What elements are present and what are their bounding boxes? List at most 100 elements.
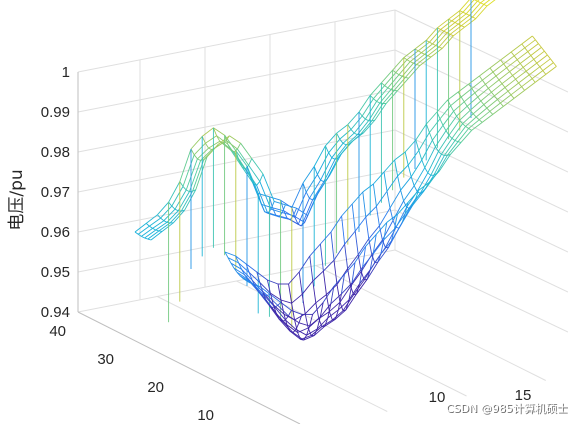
- mesh-edge: [315, 190, 320, 198]
- mesh-edge: [235, 255, 247, 265]
- mesh-edge: [553, 62, 557, 67]
- mesh-edge: [360, 271, 365, 281]
- mesh-edge: [407, 190, 419, 203]
- mesh-edge: [280, 302, 292, 311]
- mesh-edge: [451, 11, 464, 22]
- mesh-edge: [369, 82, 382, 96]
- mesh-edge: [319, 303, 332, 318]
- mesh-edge: [416, 191, 421, 194]
- mesh-edge: [354, 231, 359, 255]
- z-tick-label: 0.98: [41, 144, 70, 161]
- mesh-edge: [489, 110, 494, 115]
- mesh-edge: [152, 227, 157, 231]
- mesh-edge: [329, 153, 342, 175]
- mesh-edge: [403, 185, 415, 202]
- mesh-edge: [437, 27, 441, 30]
- mesh-edge: [485, 75, 497, 85]
- gridline-z-right: [394, 89, 568, 173]
- mesh-edge: [432, 125, 444, 141]
- mesh-edge: [401, 213, 406, 224]
- mesh-edge: [510, 43, 523, 53]
- mesh-edge: [404, 151, 409, 166]
- mesh-edge: [377, 253, 382, 263]
- mesh-edge: [149, 225, 153, 229]
- mesh-edge: [509, 71, 513, 76]
- mesh-edge: [248, 165, 261, 182]
- mesh-edge: [179, 148, 192, 182]
- mesh-edge: [245, 263, 250, 273]
- gridline-z-right: [394, 169, 568, 253]
- x-tick-label: 10: [429, 389, 446, 406]
- mesh-edge: [342, 132, 355, 144]
- mesh-edge: [473, 0, 478, 2]
- mesh-edge: [147, 230, 160, 240]
- mesh-edge: [429, 118, 441, 133]
- mesh-edge: [503, 98, 515, 107]
- mesh-edge: [450, 142, 462, 155]
- mesh-edge: [471, 79, 483, 89]
- mesh-edge: [533, 59, 538, 64]
- mesh-edge: [395, 59, 408, 73]
- mesh-edge: [372, 239, 385, 255]
- mesh-edge: [424, 146, 436, 168]
- mesh-edge: [157, 201, 169, 216]
- mesh-edge: [237, 148, 249, 166]
- watermark: CSDN @985计算机硕士: [446, 401, 568, 415]
- mesh-edge: [536, 54, 548, 64]
- mesh-edge: [500, 51, 512, 61]
- mesh-edge: [281, 204, 286, 213]
- mesh-edge: [286, 324, 291, 332]
- mesh-edge: [208, 147, 213, 151]
- mesh-edge: [456, 105, 468, 117]
- mesh-edge: [262, 291, 274, 306]
- mesh-edge: [161, 222, 174, 232]
- mesh-edge: [429, 29, 441, 43]
- mesh-edge: [230, 149, 235, 153]
- mesh-edge: [330, 215, 342, 233]
- mesh-edge: [550, 58, 554, 63]
- mesh-edge: [291, 303, 296, 321]
- y-tick-label: 40: [49, 323, 66, 340]
- mesh-edge: [274, 200, 286, 206]
- mesh-edge: [472, 104, 485, 115]
- mesh-edge: [420, 191, 424, 194]
- mesh-edge: [297, 223, 302, 227]
- mesh-edge: [225, 140, 238, 150]
- mesh-edge: [524, 82, 536, 91]
- mesh-edge: [453, 26, 465, 37]
- mesh-edge: [441, 138, 453, 155]
- gridline-z-right: [394, 49, 568, 133]
- mesh-edge: [447, 91, 459, 101]
- mesh-edge: [469, 100, 482, 111]
- mesh-edge: [201, 127, 214, 137]
- mesh-edge: [333, 274, 345, 287]
- mesh-edge: [283, 210, 288, 219]
- axes-grid: [77, 9, 568, 424]
- mesh-edge: [261, 203, 273, 209]
- mesh-edge: [397, 202, 409, 215]
- mesh-edge: [240, 142, 253, 159]
- mesh-edge: [350, 271, 362, 287]
- watermark-shadow: CSDN @985计算机硕士: [447, 402, 568, 416]
- mesh-edge: [500, 102, 504, 107]
- mesh-edge: [216, 135, 221, 142]
- mesh-edge: [451, 20, 456, 23]
- mesh-edge: [297, 327, 309, 333]
- mesh-edge: [312, 270, 324, 282]
- mesh-edge: [521, 35, 533, 45]
- mesh-edge: [351, 262, 356, 284]
- mesh-edge: [408, 65, 421, 79]
- mesh-edge: [348, 282, 353, 300]
- mesh-edge: [291, 182, 304, 208]
- mesh-edge: [459, 10, 464, 13]
- x-axis-ticks: 10 15: [429, 387, 532, 406]
- mesh-edge: [351, 191, 364, 205]
- mesh-edge: [259, 282, 271, 294]
- mesh-edge: [459, 0, 470, 11]
- mesh-edge: [225, 135, 230, 141]
- mesh-edge: [230, 150, 243, 168]
- mesh-edge: [456, 115, 460, 121]
- mesh-edge: [510, 51, 515, 57]
- mesh-edge: [454, 126, 466, 141]
- mesh-edge: [515, 70, 527, 80]
